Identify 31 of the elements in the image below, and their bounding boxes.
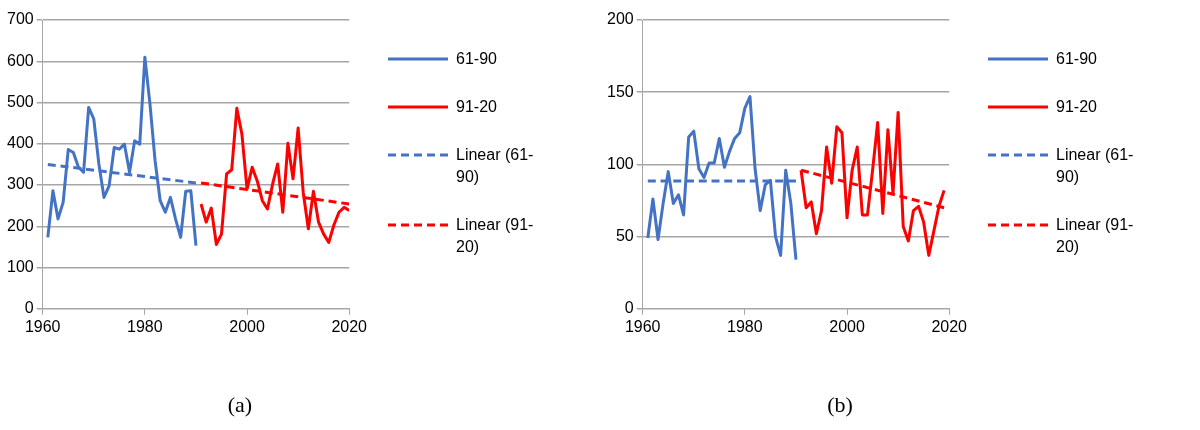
x-tick-label: 2020 bbox=[931, 317, 968, 335]
x-tick-label: 2000 bbox=[229, 317, 265, 335]
text: (b) bbox=[826, 392, 854, 418]
legend-label: Linear (61-90) bbox=[1056, 145, 1135, 187]
x-tick-label: 2000 bbox=[829, 317, 865, 335]
legend-label: 91-20 bbox=[1056, 97, 1098, 117]
y-tick-label: 100 bbox=[606, 154, 634, 172]
legend-label: 61-90 bbox=[456, 49, 498, 69]
y-tick-label: 0 bbox=[624, 299, 634, 317]
legend-label: Linear (91-20) bbox=[456, 215, 535, 257]
y-tick-label: 600 bbox=[6, 51, 34, 69]
y-tick-label: 500 bbox=[6, 92, 34, 110]
y-tick-label: 200 bbox=[606, 10, 634, 28]
x-tick-label: 1960 bbox=[624, 317, 661, 335]
x-tick-label: 2020 bbox=[331, 317, 368, 335]
legend-label: 61-90 bbox=[1056, 49, 1098, 69]
y-tick-label: 300 bbox=[6, 175, 34, 193]
x-tick-label: 1980 bbox=[127, 317, 163, 335]
text: (a) bbox=[226, 392, 254, 418]
y-tick-label: 700 bbox=[6, 10, 34, 28]
y-tick-label: 200 bbox=[6, 216, 34, 234]
legend-label: Linear (61-90) bbox=[456, 145, 535, 187]
y-tick-label: 150 bbox=[606, 82, 634, 100]
y-tick-label: 50 bbox=[615, 227, 634, 245]
y-tick-label: 400 bbox=[6, 134, 34, 152]
legend-label: Linear (91-20) bbox=[1056, 215, 1135, 257]
legend-label: 91-20 bbox=[456, 97, 498, 117]
x-tick-label: 1980 bbox=[727, 317, 763, 335]
x-tick-label: 1960 bbox=[24, 317, 61, 335]
y-tick-label: 0 bbox=[24, 299, 34, 317]
y-tick-label: 100 bbox=[6, 257, 34, 275]
